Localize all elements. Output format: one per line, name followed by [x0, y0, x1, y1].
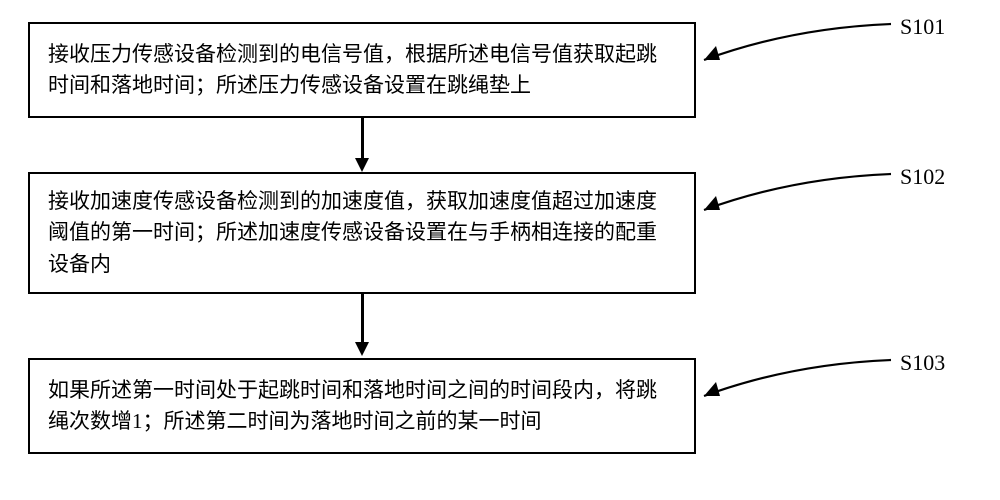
label-s103: S103	[900, 350, 945, 376]
label-s101: S101	[900, 14, 945, 40]
pointer-arrow-s103	[696, 354, 896, 414]
step-s102-text: 接收加速度传感设备检测到的加速度值，获取加速度值超过加速度阈值的第一时间；所述加…	[48, 186, 676, 281]
arrow-1-line	[361, 118, 364, 160]
step-s101-text: 接收压力传感设备检测到的电信号值，根据所述电信号值获取起跳时间和落地时间；所述压…	[48, 39, 676, 102]
pointer-arrow-s102	[696, 168, 896, 228]
flowchart-container: 接收压力传感设备检测到的电信号值，根据所述电信号值获取起跳时间和落地时间；所述压…	[0, 0, 1000, 500]
arrow-2-head	[355, 342, 369, 356]
pointer-arrow-s101	[696, 18, 896, 78]
step-s103-box: 如果所述第一时间处于起跳时间和落地时间之间的时间段内，将跳绳次数增1；所述第二时…	[28, 358, 696, 454]
step-s101-box: 接收压力传感设备检测到的电信号值，根据所述电信号值获取起跳时间和落地时间；所述压…	[28, 22, 696, 118]
arrow-1-head	[355, 158, 369, 172]
step-s102-box: 接收加速度传感设备检测到的加速度值，获取加速度值超过加速度阈值的第一时间；所述加…	[28, 172, 696, 294]
step-s103-text: 如果所述第一时间处于起跳时间和落地时间之间的时间段内，将跳绳次数增1；所述第二时…	[48, 375, 676, 438]
arrow-2-line	[361, 294, 364, 344]
label-s102: S102	[900, 164, 945, 190]
